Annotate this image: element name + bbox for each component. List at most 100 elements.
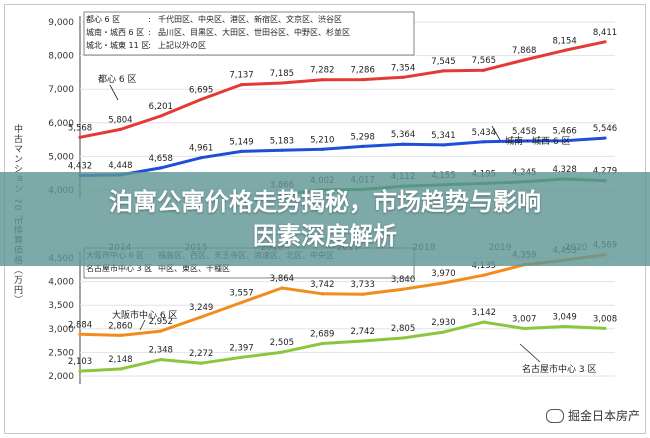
data-point: [361, 144, 365, 148]
legend-areas: 上記以外の区: [158, 40, 206, 50]
data-label: 3,970: [431, 269, 455, 279]
data-point: [239, 300, 244, 305]
legend-areas: 品川区、目黒区、大田区、世田谷区、中野区、杉並区: [158, 27, 350, 37]
series-callout: 都心 6 区: [98, 74, 136, 85]
data-label: 3,249: [189, 303, 213, 313]
banner-title-line1: 泊寓公寓价格走势揭秘，市场趋势与影响: [109, 188, 541, 216]
y-tick-label: 9,000: [48, 18, 74, 28]
data-point: [320, 292, 324, 296]
data-label: 2,148: [108, 355, 132, 365]
data-point: [603, 136, 607, 140]
data-point: [361, 339, 365, 343]
data-label: 5,804: [108, 115, 132, 125]
callout-leader: [519, 343, 541, 363]
data-label: 3,733: [351, 280, 375, 290]
data-point: [78, 369, 82, 373]
data-point: [563, 324, 567, 329]
data-label: 5,341: [431, 131, 455, 141]
data-label: 2,952: [149, 317, 173, 327]
data-point: [78, 135, 82, 139]
legend-areas: 千代田区、中央区、港区、新宿区、文京区、渋谷区: [158, 14, 342, 24]
data-point: [482, 68, 486, 72]
data-label: 4,135: [472, 261, 496, 271]
data-label: 2,884: [68, 320, 92, 330]
data-label: 5,210: [310, 135, 334, 145]
data-label: 3,049: [552, 312, 576, 322]
y-tick-label: 8,000: [48, 52, 74, 62]
data-point: [280, 148, 284, 152]
legend-separator: :: [148, 28, 151, 37]
series-line: [79, 320, 606, 373]
legend-areas: 中区、東区、千種区: [158, 263, 230, 273]
data-point: [320, 147, 324, 151]
data-point: [199, 361, 203, 365]
y-tick-label: 3,000: [48, 325, 74, 335]
data-point: [563, 48, 567, 53]
data-point: [482, 273, 486, 277]
title-banner: 泊寓公寓价格走势揭秘，市场趋势与影响 因素深度解析: [0, 172, 650, 266]
data-point: [118, 127, 122, 131]
data-point: [239, 355, 244, 359]
data-label: 5,546: [593, 124, 617, 134]
data-point: [522, 139, 526, 143]
data-label: 5,458: [512, 127, 536, 137]
data-point: [482, 140, 486, 144]
data-point: [118, 333, 122, 338]
data-point: [280, 350, 284, 354]
data-point: [361, 77, 365, 82]
data-point: [199, 315, 203, 319]
y-tick-label: 4,000: [48, 278, 74, 288]
data-point: [280, 81, 284, 85]
y-tick-label: 6,000: [48, 119, 74, 129]
data-point: [159, 166, 163, 170]
callout-leader: [109, 84, 119, 101]
data-point: [441, 330, 446, 334]
data-label: 2,505: [270, 338, 294, 348]
data-label: 5,183: [270, 136, 294, 146]
data-label: 2,103: [68, 357, 92, 367]
data-label: 7,545: [431, 57, 455, 67]
data-label: 4,328: [552, 165, 576, 175]
series-callout: 名古屋市中心 3 区: [522, 363, 596, 375]
data-label: 7,354: [391, 63, 415, 73]
data-label: 4,658: [149, 154, 173, 164]
watermark: 掘金日本房产: [545, 407, 640, 424]
data-point: [441, 69, 446, 73]
data-point: [239, 149, 244, 153]
banner-title-line2: 因素深度解析: [253, 222, 397, 250]
data-label: 7,185: [270, 69, 294, 79]
wechat-icon: [545, 408, 564, 423]
data-label: 8,411: [593, 28, 617, 38]
data-label: 2,272: [189, 349, 213, 359]
legend-separator: :: [148, 15, 151, 24]
data-label: 2,348: [149, 346, 173, 356]
data-point: [441, 281, 446, 285]
data-point: [441, 143, 446, 147]
data-label: 6,695: [189, 85, 213, 95]
data-label: 5,434: [472, 128, 496, 138]
data-point: [603, 40, 607, 44]
legend-separator: :: [148, 41, 151, 50]
data-point: [159, 329, 163, 333]
data-label: 3,007: [512, 314, 536, 324]
data-label: 3,864: [270, 274, 294, 284]
data-point: [361, 292, 365, 296]
data-label: 3,142: [472, 308, 496, 318]
data-point: [603, 326, 607, 331]
series-line: [79, 136, 606, 177]
data-label: 7,137: [229, 71, 253, 81]
legend-separator: :: [148, 264, 151, 273]
data-label: 5,364: [391, 130, 415, 140]
data-label: 3,742: [310, 280, 334, 290]
data-label: 4,432: [68, 161, 92, 171]
data-label: 3,557: [229, 289, 253, 299]
data-point: [320, 341, 324, 346]
data-label: 4,448: [108, 161, 132, 171]
data-label: 7,286: [351, 66, 375, 76]
y-tick-label: 7,000: [48, 85, 74, 95]
data-point: [522, 58, 526, 62]
data-label: 7,868: [512, 46, 536, 56]
data-point: [401, 287, 405, 291]
data-label: 2,689: [310, 329, 334, 339]
data-label: 4,961: [189, 144, 213, 154]
